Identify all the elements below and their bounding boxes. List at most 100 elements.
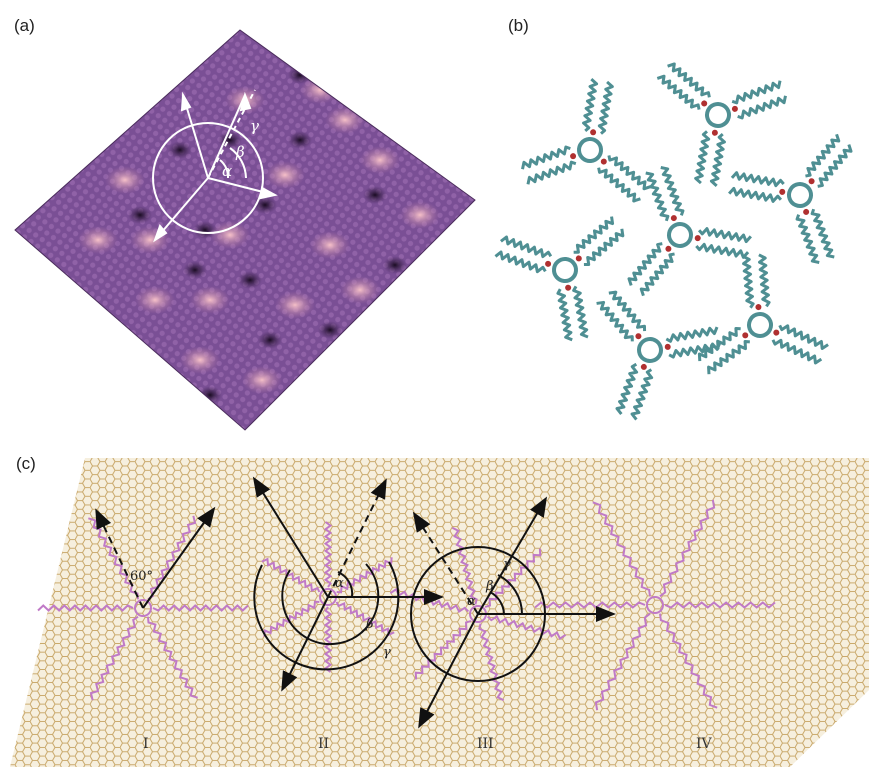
lattice-models: 60° α β γ α β γ I II III (10, 458, 869, 767)
bright-spot (190, 286, 230, 314)
molecule (728, 133, 853, 264)
dark-hole (363, 186, 387, 204)
model-chain (486, 615, 567, 641)
core-ring (747, 312, 773, 338)
core-ring (667, 222, 693, 248)
oxygen-atom (808, 178, 815, 185)
core-ring (552, 257, 578, 283)
oxygen-atom (635, 333, 642, 340)
panel-b: (b) (490, 16, 869, 440)
stm-surface (15, 30, 475, 430)
dark-hole (288, 66, 312, 84)
roman-IV: IV (696, 736, 713, 752)
model-chain (592, 501, 651, 597)
bright-spot (265, 161, 305, 189)
model-chain (37, 604, 134, 612)
model-chain (263, 600, 320, 637)
alkyl-chain (707, 340, 750, 375)
oxygen-atom (779, 188, 786, 195)
model-chain (336, 557, 393, 594)
bright-spot (400, 201, 440, 229)
oxygen-atom (731, 105, 738, 112)
oxygen-atom (711, 129, 718, 136)
dark-hole (238, 271, 262, 289)
core-ring (705, 102, 731, 128)
bright-spot (275, 291, 315, 319)
alkyl-chain (730, 171, 785, 188)
dark-hole (318, 321, 342, 339)
dark-hole (193, 221, 217, 239)
arrow-1 (207, 94, 246, 179)
alkyl-chain (573, 216, 615, 254)
bright-spot (105, 166, 145, 194)
oxygen-atom (640, 363, 647, 370)
alkyl-chain (728, 186, 783, 203)
model-chain (594, 612, 651, 711)
oxygen-atom (694, 235, 701, 242)
alkyl-chain (656, 74, 701, 110)
structure-III-arrows (410, 496, 616, 729)
model-chain (89, 615, 139, 701)
core-ring (787, 182, 813, 208)
alkyl-chain (627, 242, 663, 286)
alkyl-chain (758, 253, 771, 308)
alkyl-chain (695, 242, 750, 259)
alkyl-chain (817, 144, 853, 188)
bright-spot (325, 106, 365, 134)
alkyl-chain (615, 362, 639, 415)
molecule-models (37, 499, 776, 711)
bright-spot (210, 221, 250, 249)
alkyl-chain (500, 235, 553, 259)
alkyl-chain (582, 78, 599, 133)
model-chain (659, 613, 718, 709)
dark-hole (288, 131, 312, 149)
panel-a-label: (a) (14, 16, 35, 35)
molecule (521, 78, 652, 203)
alkyl-chain (771, 338, 823, 365)
model-core (134, 599, 152, 617)
model-chain (664, 601, 776, 609)
alkyl-chain (737, 95, 787, 120)
model-chain (323, 521, 333, 588)
dark-hole (168, 141, 192, 159)
model-chain (451, 526, 478, 605)
structure-II-arrows (252, 476, 444, 692)
alkyl-chain (709, 132, 726, 187)
bright-spot (180, 346, 220, 374)
molecule (596, 290, 722, 421)
stm-image: α β γ (14, 29, 476, 431)
oxygen-atom (565, 284, 572, 291)
bright-spot (310, 231, 350, 259)
alkyl-chain (639, 252, 675, 297)
alkyl-chain (608, 290, 647, 332)
panel-a: (a) (0, 0, 480, 440)
alkyl-chain (597, 167, 641, 203)
alkyl-chain (630, 368, 654, 421)
core-ring (637, 337, 663, 363)
oxygen-atom (803, 208, 810, 215)
alkyl-chain (667, 62, 711, 98)
alkyl-chain (660, 166, 685, 216)
dark-hole (198, 386, 222, 404)
molecule (627, 166, 752, 297)
core-ring (577, 137, 603, 163)
oxygen-atom (590, 129, 597, 136)
model-chain (478, 623, 505, 702)
bright-spot (135, 286, 175, 314)
roman-I: I (143, 736, 149, 752)
dark-hole (383, 256, 407, 274)
roman-III: III (477, 736, 494, 752)
alkyl-chain (572, 285, 589, 339)
oxygen-atom (570, 153, 577, 160)
alkyl-chain (607, 155, 652, 191)
alpha-label-III: α (467, 594, 476, 609)
model-chain (659, 499, 716, 598)
oxygen-atom (701, 100, 708, 107)
alkyl-chain (668, 342, 722, 359)
dark-hole (258, 331, 282, 349)
molecule-assembly (494, 62, 853, 421)
alkyl-chain (583, 228, 625, 267)
model-chain (261, 557, 321, 593)
angle-overlay (152, 89, 278, 243)
graphene-lattice (10, 458, 869, 767)
